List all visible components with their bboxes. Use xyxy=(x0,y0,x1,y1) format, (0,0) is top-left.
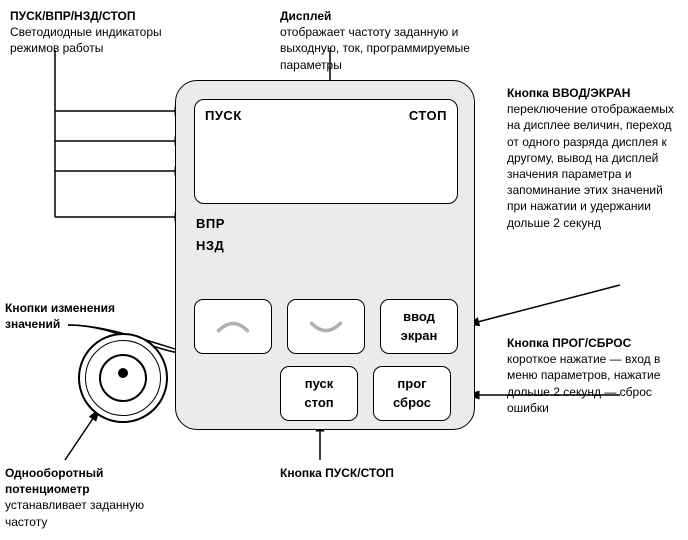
callout-title: Кнопки изменения значений xyxy=(5,300,115,332)
callout-led: ПУСК/ВПР/НЗД/СТОП Светодиодные индикатор… xyxy=(10,8,175,57)
btn-line1: ввод xyxy=(403,308,435,326)
callout-updown: Кнопки изменения значений xyxy=(5,300,115,332)
callout-puskstop: Кнопка ПУСК/СТОП xyxy=(280,465,440,481)
increment-button[interactable] xyxy=(194,299,272,354)
control-panel: ПУСК СТОП ВПР НЗД ввод экран пуск стоп xyxy=(175,80,475,430)
wave-down-icon xyxy=(308,319,344,335)
callout-display: Дисплей отображает частоту заданную и вы… xyxy=(280,8,510,73)
label-nzd: НЗД xyxy=(196,238,225,253)
callout-desc: отображает частоту заданную и выходную, … xyxy=(280,24,510,73)
callout-vvod: Кнопка ВВОД/ЭКРАН переключение отображае… xyxy=(507,85,682,231)
callout-desc: короткое нажатие — вход в меню параметро… xyxy=(507,351,682,416)
callout-desc: устанавливает заданную частоту xyxy=(5,497,165,529)
callout-prog: Кнопка ПРОГ/СБРОС короткое нажатие — вхо… xyxy=(507,335,682,416)
callout-title: Однооборотный потенциометр xyxy=(5,465,165,497)
wave-up-icon xyxy=(215,319,251,335)
callout-pot: Однооборотный потенциометр устанавливает… xyxy=(5,465,165,530)
btn-line1: прог xyxy=(397,375,426,393)
callout-title: ПУСК/ВПР/НЗД/СТОП xyxy=(10,8,175,24)
btn-line2: экран xyxy=(401,327,438,345)
callout-title: Дисплей xyxy=(280,8,510,24)
decrement-button[interactable] xyxy=(287,299,365,354)
pusk-stop-button[interactable]: пуск стоп xyxy=(280,366,358,421)
callout-title: Кнопка ВВОД/ЭКРАН xyxy=(507,85,682,101)
display-label-stop: СТОП xyxy=(409,108,447,123)
btn-line2: стоп xyxy=(304,394,333,412)
btn-line1: пуск xyxy=(305,375,334,393)
callout-title: Кнопка ПУСК/СТОП xyxy=(280,465,440,481)
label-vpr: ВПР xyxy=(196,216,225,231)
potentiometer-rim xyxy=(85,340,161,416)
prog-sbros-button[interactable]: прог сброс xyxy=(373,366,451,421)
vvod-ekran-button[interactable]: ввод экран xyxy=(380,299,458,354)
btn-line2: сброс xyxy=(393,394,431,412)
display-label-pusk: ПУСК xyxy=(205,108,242,123)
callout-title: Кнопка ПРОГ/СБРОС xyxy=(507,335,682,351)
callout-desc: переключение отображаемых на дисплее вел… xyxy=(507,101,682,231)
display: ПУСК СТОП xyxy=(194,99,458,204)
callout-desc: Светодиодные индикаторы режимов работы xyxy=(10,24,175,56)
led-labels: ВПР НЗД xyxy=(196,216,225,253)
